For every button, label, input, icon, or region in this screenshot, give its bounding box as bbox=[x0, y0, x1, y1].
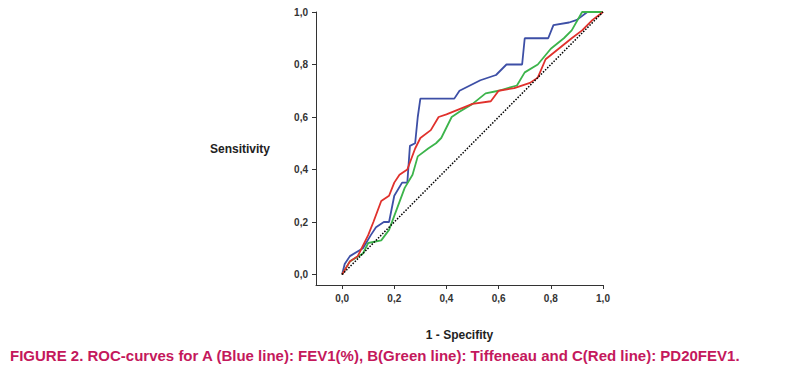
svg-text:0,8: 0,8 bbox=[294, 59, 308, 70]
svg-text:0,4: 0,4 bbox=[440, 293, 454, 304]
svg-text:FIGURE 2. ROC-curves for A (Bl: FIGURE 2. ROC-curves for A (Blue line): … bbox=[10, 347, 740, 364]
svg-text:0,4: 0,4 bbox=[294, 164, 308, 175]
svg-text:0,0: 0,0 bbox=[335, 293, 349, 304]
svg-text:1,0: 1,0 bbox=[596, 293, 610, 304]
svg-text:0,6: 0,6 bbox=[294, 112, 308, 123]
svg-text:0,8: 0,8 bbox=[544, 293, 558, 304]
svg-text:0,2: 0,2 bbox=[294, 217, 308, 228]
svg-text:1,0: 1,0 bbox=[294, 7, 308, 18]
svg-text:1 - Specifity: 1 - Specifity bbox=[426, 328, 494, 342]
svg-text:0,0: 0,0 bbox=[294, 269, 308, 280]
svg-text:0,2: 0,2 bbox=[387, 293, 401, 304]
svg-text:0,6: 0,6 bbox=[492, 293, 506, 304]
svg-text:Sensitivity: Sensitivity bbox=[210, 142, 270, 156]
